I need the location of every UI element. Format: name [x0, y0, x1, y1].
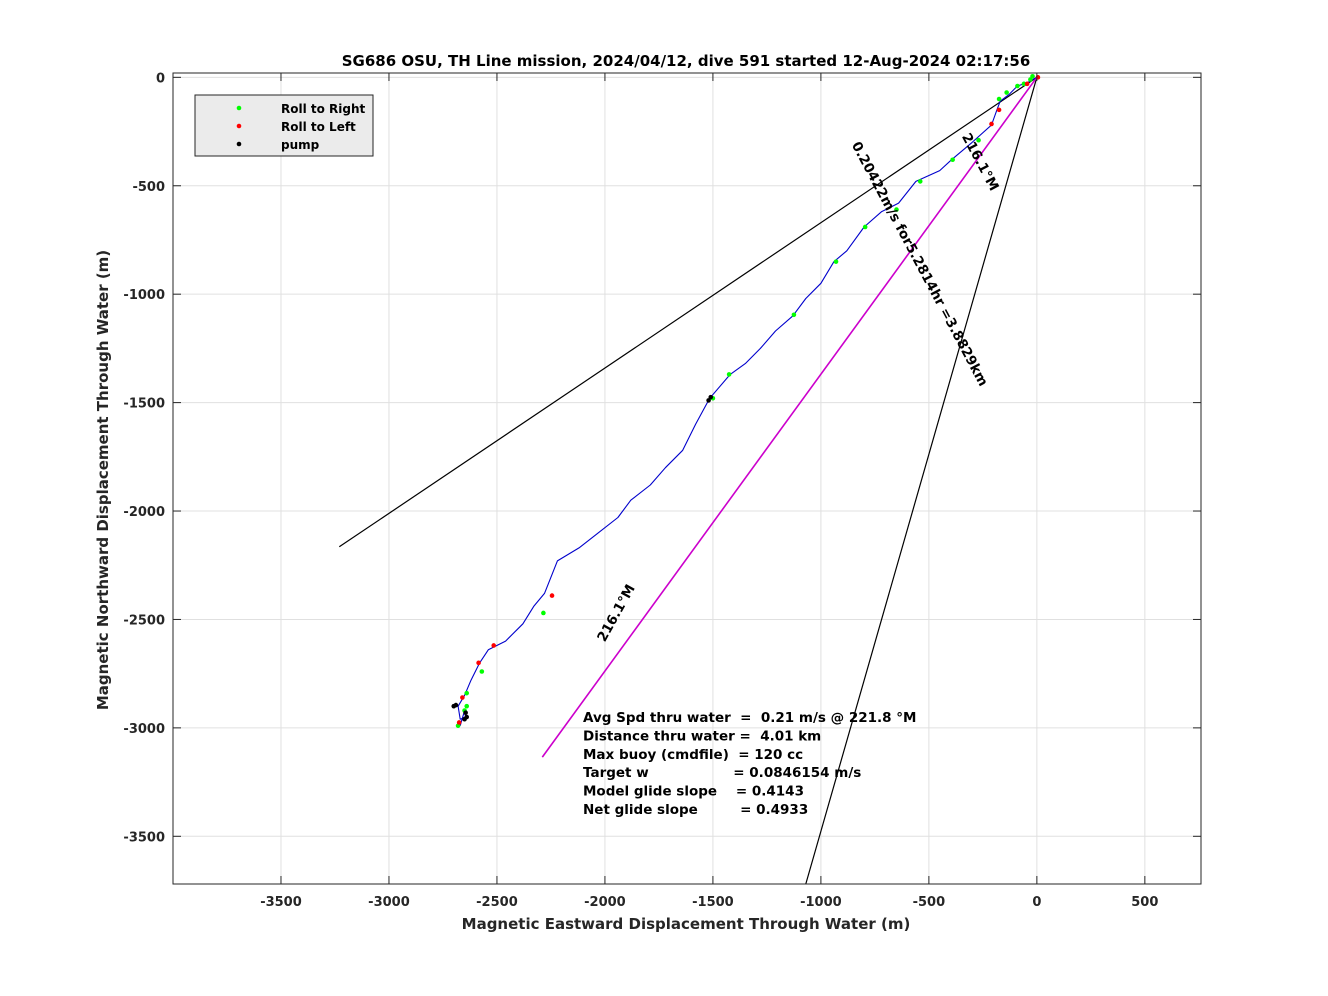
y-tick-label: 0 — [156, 71, 165, 86]
plot-area: 216.1°M0.20422m/s for5.2814hr =3.8829km2… — [123, 71, 1202, 910]
y-tick-label: -1000 — [123, 288, 165, 303]
roll-right-marker — [1028, 77, 1033, 82]
y-axis-label: Magnetic Northward Displacement Through … — [94, 250, 112, 710]
y-tick-label: -1500 — [123, 397, 165, 412]
y-tick-label: -3000 — [123, 722, 165, 737]
x-tick-label: -1500 — [692, 895, 734, 910]
roll-left-marker — [549, 593, 555, 598]
legend-marker — [236, 123, 242, 129]
net-line — [541, 76, 1038, 758]
roll-left-marker — [996, 107, 1002, 113]
roll-right-marker — [464, 690, 470, 696]
pump-marker — [708, 394, 714, 400]
roll-left-marker — [456, 720, 462, 725]
y-tick-label: -2500 — [123, 613, 165, 628]
axes-box — [172, 72, 1202, 885]
roll-right-marker — [894, 207, 899, 212]
roll-right-marker — [862, 224, 868, 230]
legend-marker — [236, 141, 242, 147]
y-tick-label: -3500 — [123, 830, 165, 845]
legend-marker — [236, 105, 242, 111]
stats-annotation: Target w = 0.0846154 m/s — [583, 765, 861, 781]
x-tick-label: -2500 — [476, 895, 518, 910]
roll-right-marker — [791, 312, 797, 318]
roll-right-marker — [479, 669, 485, 674]
roll-right-marker — [950, 157, 955, 163]
roll-right-marker — [996, 96, 1002, 102]
x-tick-label: 0 — [1032, 895, 1041, 910]
stats-annotation: Model glide slope = 0.4143 — [583, 784, 804, 800]
x-axis-label: Magnetic Eastward Displacement Through W… — [462, 915, 911, 933]
legend-label: Roll to Right — [281, 102, 366, 116]
x-tick-label: -2000 — [584, 895, 626, 910]
y-tick-label: -500 — [132, 180, 165, 195]
roll-right-marker — [464, 703, 470, 709]
stats-annotation: Max buoy (cmdfile) = 120 cc — [583, 747, 803, 763]
y-tick-label: -2000 — [123, 505, 165, 520]
roll-left-marker — [460, 695, 465, 700]
roll-left-marker — [1035, 75, 1041, 80]
pump-marker — [706, 398, 711, 403]
roll-left-marker — [476, 660, 481, 666]
chart-title: SG686 OSU, TH Line mission, 2024/04/12, … — [342, 52, 1031, 70]
roll-right-marker — [541, 610, 546, 616]
x-tick-label: 500 — [1131, 895, 1158, 910]
roll-right-marker — [917, 179, 923, 184]
legend-box — [194, 94, 374, 157]
roll-left-marker — [491, 643, 497, 648]
x-tick-label: -500 — [913, 895, 946, 910]
pump-marker — [464, 714, 470, 720]
stats-annotation: Avg Spd thru water = 0.21 m/s @ 221.8 °M — [583, 710, 916, 726]
roll-right-marker — [726, 372, 732, 377]
roll-right-marker — [1004, 90, 1009, 95]
roll-right-marker — [1030, 73, 1035, 79]
stats-annotation: Net glide slope = 0.4933 — [583, 802, 808, 818]
roll-right-marker — [1015, 83, 1020, 89]
roll-right-marker — [1021, 81, 1027, 87]
heading-line — [338, 76, 1038, 548]
x-tick-label: -3000 — [368, 895, 410, 910]
roll-right-marker — [976, 137, 981, 143]
pump-marker — [463, 710, 468, 715]
stats-annotation: Distance thru water = 4.01 km — [583, 728, 821, 744]
current-line — [805, 77, 1038, 884]
data-layer — [338, 73, 1041, 884]
legend-label: Roll to Left — [281, 120, 356, 134]
pump-marker — [453, 702, 459, 708]
roll-right-marker — [833, 259, 839, 264]
axes-background — [173, 73, 1201, 884]
x-tick-label: -1000 — [800, 895, 842, 910]
x-tick-label: -3500 — [260, 895, 302, 910]
roll-left-marker — [989, 121, 994, 127]
roll-left-marker — [1024, 81, 1030, 87]
legend-label: pump — [281, 138, 320, 152]
